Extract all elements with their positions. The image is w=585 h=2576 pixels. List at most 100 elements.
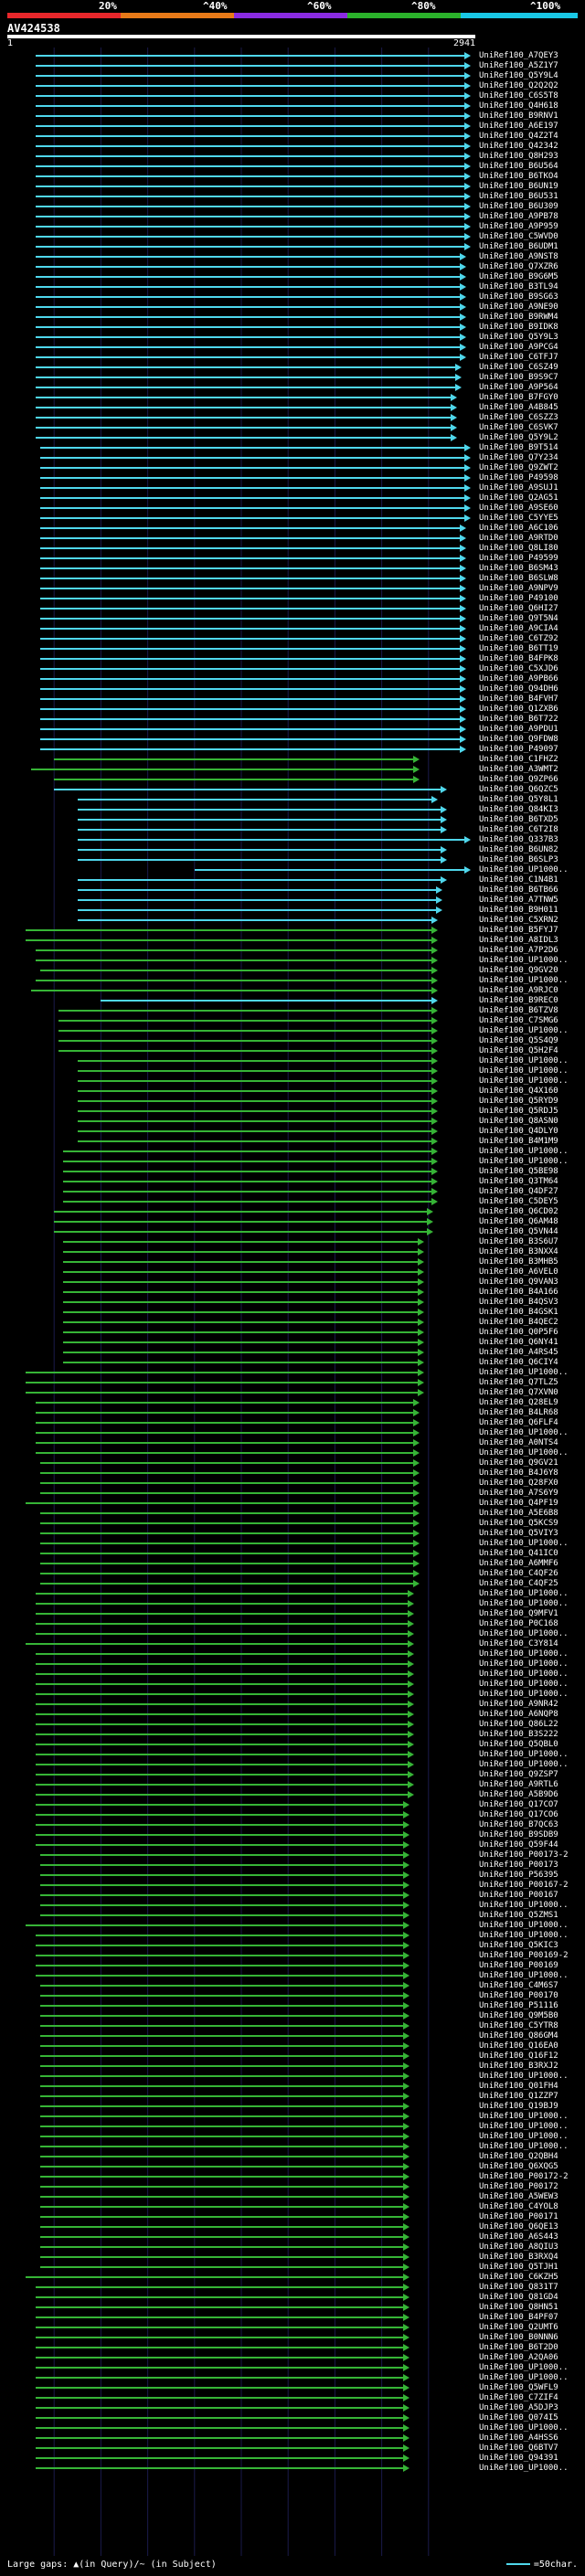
hit-label[interactable]: UniRef100_C6SVK7 — [479, 423, 558, 432]
hit-label[interactable]: UniRef100_B6TKO4 — [479, 172, 558, 181]
hit-label[interactable]: UniRef100_Q1ZZP7 — [479, 2092, 558, 2101]
hit-row[interactable]: UniRef100_B6TKO4 — [0, 172, 585, 182]
hit-row[interactable]: UniRef100_B6U309 — [0, 202, 585, 212]
hit-label[interactable]: UniRef100_A5Z1Y7 — [479, 61, 558, 70]
hit-row[interactable]: UniRef100_Q9ZSP7 — [0, 1770, 585, 1780]
hit-label[interactable]: UniRef100_Q28EL9 — [479, 1398, 558, 1407]
hit-label[interactable]: UniRef100_A7QEY3 — [479, 51, 558, 60]
hit-row[interactable]: UniRef100_UP1000.. — [0, 1670, 585, 1680]
hit-row[interactable]: UniRef100_Q5KIC3 — [0, 1941, 585, 1951]
hit-row[interactable]: UniRef100_A6NQP8 — [0, 1710, 585, 1720]
hit-label[interactable]: UniRef100_C6SZ49 — [479, 363, 558, 372]
hit-label[interactable]: UniRef100_Q8H293 — [479, 152, 558, 161]
hit-row[interactable]: UniRef100_A6C106 — [0, 524, 585, 534]
hit-row[interactable]: UniRef100_UP1000.. — [0, 2112, 585, 2122]
hit-label[interactable]: UniRef100_UP1000.. — [479, 1539, 569, 1548]
hit-row[interactable]: UniRef100_Q1ZXB6 — [0, 705, 585, 715]
hit-label[interactable]: UniRef100_C6KZH5 — [479, 2273, 558, 2282]
hit-label[interactable]: UniRef100_Q01FH4 — [479, 2082, 558, 2091]
hit-row[interactable]: UniRef100_Q4H618 — [0, 101, 585, 111]
hit-label[interactable]: UniRef100_Q5Y8L1 — [479, 795, 558, 804]
hit-label[interactable]: UniRef100_Q6AM48 — [479, 1217, 558, 1226]
hit-row[interactable]: UniRef100_UP1000.. — [0, 2132, 585, 2142]
hit-label[interactable]: UniRef100_C4YOL8 — [479, 2202, 558, 2211]
hit-row[interactable]: UniRef100_A4HSS6 — [0, 2433, 585, 2443]
hit-label[interactable]: UniRef100_Q84KI3 — [479, 805, 558, 814]
hit-label[interactable]: UniRef100_Q1ZXB6 — [479, 705, 558, 714]
hit-label[interactable]: UniRef100_B6TXD5 — [479, 815, 558, 824]
hit-row[interactable]: UniRef100_A5DJP3 — [0, 2403, 585, 2413]
hit-label[interactable]: UniRef100_UP1000.. — [479, 2423, 569, 2433]
hit-label[interactable]: UniRef100_Q6XQG5 — [479, 2162, 558, 2171]
hit-row[interactable]: UniRef100_Q337B3 — [0, 835, 585, 845]
hit-label[interactable]: UniRef100_Q6NY41 — [479, 1338, 558, 1347]
hit-row[interactable]: UniRef100_Q9MFV1 — [0, 1609, 585, 1619]
hit-label[interactable]: UniRef100_UP1000.. — [479, 1076, 569, 1086]
hit-label[interactable]: UniRef100_B4FPK8 — [479, 654, 558, 663]
hit-label[interactable]: UniRef100_B4FVH7 — [479, 694, 558, 704]
hit-row[interactable]: UniRef100_C1N4B1 — [0, 875, 585, 885]
hit-label[interactable]: UniRef100_C7SMG6 — [479, 1016, 558, 1025]
hit-row[interactable]: UniRef100_C4QF26 — [0, 1569, 585, 1579]
hit-label[interactable]: UniRef100_Q0P5F6 — [479, 1328, 558, 1337]
hit-label[interactable]: UniRef100_UP1000.. — [479, 2112, 569, 2121]
hit-row[interactable]: UniRef100_Q9GV20 — [0, 966, 585, 976]
hit-label[interactable]: UniRef100_UP1000.. — [479, 1760, 569, 1769]
hit-row[interactable]: UniRef100_UP1000.. — [0, 865, 585, 875]
hit-row[interactable]: UniRef100_A6VEL0 — [0, 1267, 585, 1277]
hit-label[interactable]: UniRef100_B9SDB9 — [479, 1830, 558, 1839]
hit-label[interactable]: UniRef100_A7S6Y9 — [479, 1489, 558, 1498]
hit-label[interactable]: UniRef100_Q19BJ9 — [479, 2102, 558, 2111]
hit-row[interactable]: UniRef100_A9SE60 — [0, 504, 585, 514]
hit-label[interactable]: UniRef100_UP1000.. — [479, 1901, 569, 1910]
hit-label[interactable]: UniRef100_Q7XZR6 — [479, 262, 558, 271]
hit-label[interactable]: UniRef100_Q7Y234 — [479, 453, 558, 462]
hit-row[interactable]: UniRef100_Q831T7 — [0, 2283, 585, 2293]
hit-row[interactable]: UniRef100_Q5VIY3 — [0, 1529, 585, 1539]
hit-row[interactable]: UniRef100_A9PB66 — [0, 674, 585, 684]
hit-label[interactable]: UniRef100_Q074I5 — [479, 2413, 558, 2422]
hit-row[interactable]: UniRef100_Q5RDJ5 — [0, 1107, 585, 1117]
hit-row[interactable]: UniRef100_A2QA06 — [0, 2353, 585, 2363]
hit-label[interactable]: UniRef100_Q337B3 — [479, 835, 558, 844]
hit-label[interactable]: UniRef100_A9SUJ1 — [479, 483, 558, 493]
hit-row[interactable]: UniRef100_C4YOL8 — [0, 2202, 585, 2212]
hit-row[interactable]: UniRef100_B7FGY0 — [0, 393, 585, 403]
hit-label[interactable]: UniRef100_P49599 — [479, 554, 558, 563]
hit-label[interactable]: UniRef100_Q81GD4 — [479, 2293, 558, 2302]
hit-row[interactable]: UniRef100_A9PDU1 — [0, 725, 585, 735]
hit-label[interactable]: UniRef100_C1FHZ2 — [479, 755, 558, 764]
hit-label[interactable]: UniRef100_A2QA06 — [479, 2353, 558, 2362]
hit-row[interactable]: UniRef100_Q7XZR6 — [0, 262, 585, 272]
hit-label[interactable]: UniRef100_Q6QZC5 — [479, 785, 558, 794]
hit-label[interactable]: UniRef100_A9RTL6 — [479, 1780, 558, 1789]
hit-row[interactable]: UniRef100_Q2QBH4 — [0, 2152, 585, 2162]
hit-row[interactable]: UniRef100_Q5Y9L4 — [0, 71, 585, 81]
hit-row[interactable]: UniRef100_Q4DLY0 — [0, 1127, 585, 1137]
hit-label[interactable]: UniRef100_UP1000.. — [479, 2363, 569, 2372]
hit-label[interactable]: UniRef100_Q9M5B0 — [479, 2011, 558, 2020]
hit-label[interactable]: UniRef100_A7P2D6 — [479, 946, 558, 955]
hit-row[interactable]: UniRef100_UP1000.. — [0, 956, 585, 966]
hit-row[interactable]: UniRef100_B3S222 — [0, 1730, 585, 1740]
hit-label[interactable]: UniRef100_Q831T7 — [479, 2283, 558, 2292]
hit-label[interactable]: UniRef100_UP1000.. — [479, 1750, 569, 1759]
hit-label[interactable]: UniRef100_UP1000.. — [479, 1428, 569, 1437]
hit-row[interactable]: UniRef100_UP1000.. — [0, 2373, 585, 2383]
hit-label[interactable]: UniRef100_Q6HI27 — [479, 604, 558, 613]
hit-label[interactable]: UniRef100_B6TB66 — [479, 885, 558, 895]
hit-row[interactable]: UniRef100_B3MHB5 — [0, 1257, 585, 1267]
hit-label[interactable]: UniRef100_Q2QBH4 — [479, 2152, 558, 2161]
hit-row[interactable]: UniRef100_C6SZZ3 — [0, 413, 585, 423]
hit-label[interactable]: UniRef100_C5YTR8 — [479, 2021, 558, 2030]
hit-row[interactable]: UniRef100_C4M6S7 — [0, 1981, 585, 1991]
hit-label[interactable]: UniRef100_Q5KCS9 — [479, 1519, 558, 1528]
hit-label[interactable]: UniRef100_B7QC63 — [479, 1820, 558, 1829]
hit-label[interactable]: UniRef100_B9SG63 — [479, 292, 558, 302]
hit-row[interactable]: UniRef100_P0C168 — [0, 1619, 585, 1629]
hit-label[interactable]: UniRef100_B4LR68 — [479, 1408, 558, 1417]
hit-row[interactable]: UniRef100_UP1000.. — [0, 1599, 585, 1609]
hit-label[interactable]: UniRef100_Q9GV21 — [479, 1458, 558, 1468]
hit-label[interactable]: UniRef100_A7TNW5 — [479, 896, 558, 905]
hit-label[interactable]: UniRef100_UP1000.. — [479, 976, 569, 985]
